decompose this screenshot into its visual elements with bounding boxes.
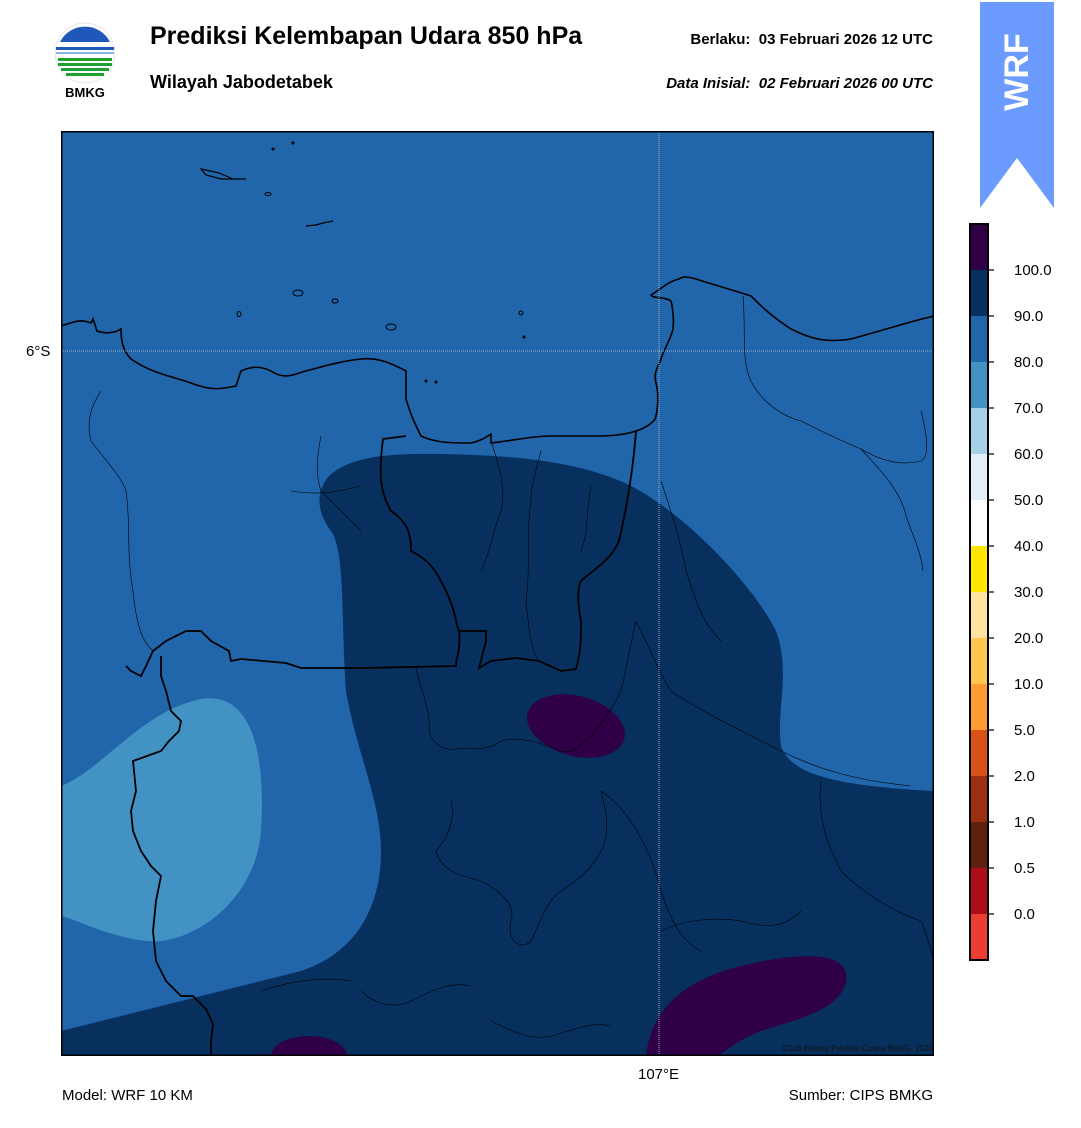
map-title: Prediksi Kelembapan Udara 850 hPa [150, 22, 583, 50]
colorbar-label: 40.0 [1014, 538, 1043, 555]
island [236, 311, 242, 317]
bmkg-logo [54, 22, 116, 84]
init-time: Data Inisial: 02 Februari 2026 00 UTC [666, 75, 933, 92]
valid-label: Berlaku: [690, 31, 751, 48]
colorbar-segment [970, 776, 988, 822]
colorbar-segment [970, 684, 988, 730]
colorbar-segment [970, 270, 988, 316]
valid-value: 03 Februari 2026 12 UTC [758, 31, 933, 48]
island [331, 298, 339, 304]
logo-text: BMKG [65, 85, 105, 100]
colorbar-label: 20.0 [1014, 630, 1043, 647]
footer-source: Sumber: CIPS BMKG [788, 1087, 933, 1104]
colorbar-label: 50.0 [1014, 492, 1043, 509]
footer-model: Model: WRF 10 KM [62, 1087, 193, 1104]
init-label: Data Inisial: [666, 75, 751, 92]
island [305, 220, 334, 227]
colorbar-segment [970, 592, 988, 638]
lat-label: 6°S [26, 343, 51, 360]
colorbar-segment [970, 730, 988, 776]
colorbar-segment [970, 638, 988, 684]
colorbar-label: 0.0 [1014, 906, 1035, 923]
colorbar-label: 2.0 [1014, 768, 1035, 785]
colorbar-segment [970, 500, 988, 546]
colorbar-label: 70.0 [1014, 400, 1043, 417]
colorbar-label: 100.0 [1014, 262, 1052, 279]
colorbar-segment [970, 868, 988, 914]
colorbar-segment [970, 408, 988, 454]
colorbar-segment [970, 454, 988, 500]
humidity-100-patch [527, 694, 625, 758]
colorbar-segment [970, 914, 988, 960]
colorbar-segment [970, 362, 988, 408]
island [518, 310, 524, 316]
colorbar: 100.0 90.0 80.0 70.0 60.0 50.0 40.0 30.0 20.0 10.… [969, 223, 1052, 961]
valid-time: Berlaku: 03 Februari 2026 12 UTC [690, 31, 933, 48]
colorbar-label: 30.0 [1014, 584, 1043, 601]
humidity-100-patch [646, 956, 847, 1056]
humidity-90-100-area [61, 453, 934, 1056]
island [292, 289, 304, 297]
island [291, 141, 295, 145]
humidity-70-80-area [61, 698, 262, 942]
map-copyright: ©Sub Bidang Prediksi Cuaca BMKG, 2020 [781, 1044, 933, 1053]
colorbar-segment [970, 546, 988, 592]
init-value: 02 Februari 2026 00 UTC [758, 75, 933, 92]
wrf-badge: WRF [980, 2, 1054, 208]
province-border [125, 435, 461, 678]
colorbar-label: 80.0 [1014, 354, 1043, 371]
humidity-map [61, 131, 934, 1056]
humidity-100-patch [271, 1036, 347, 1056]
colorbar-segment [970, 316, 988, 362]
colorbar-segment [970, 822, 988, 868]
island [271, 147, 275, 151]
wrf-badge-text: WRF [998, 33, 1036, 110]
colorbar-label: 60.0 [1014, 446, 1043, 463]
colorbar-label: 90.0 [1014, 308, 1043, 325]
map-subtitle: Wilayah Jabodetabek [150, 72, 333, 92]
colorbar-segment [970, 224, 988, 270]
island [424, 379, 428, 383]
island [199, 168, 234, 180]
province-border [459, 430, 637, 672]
island [434, 380, 438, 384]
island [385, 323, 397, 331]
island [264, 192, 272, 196]
colorbar-label: 1.0 [1014, 814, 1035, 831]
island [522, 335, 526, 339]
coastline [61, 276, 934, 444]
colorbar-label: 10.0 [1014, 676, 1043, 693]
lon-label: 107°E [638, 1066, 680, 1083]
colorbar-label: 5.0 [1014, 722, 1035, 739]
province-border [130, 656, 214, 1056]
colorbar-label: 0.5 [1014, 860, 1035, 877]
